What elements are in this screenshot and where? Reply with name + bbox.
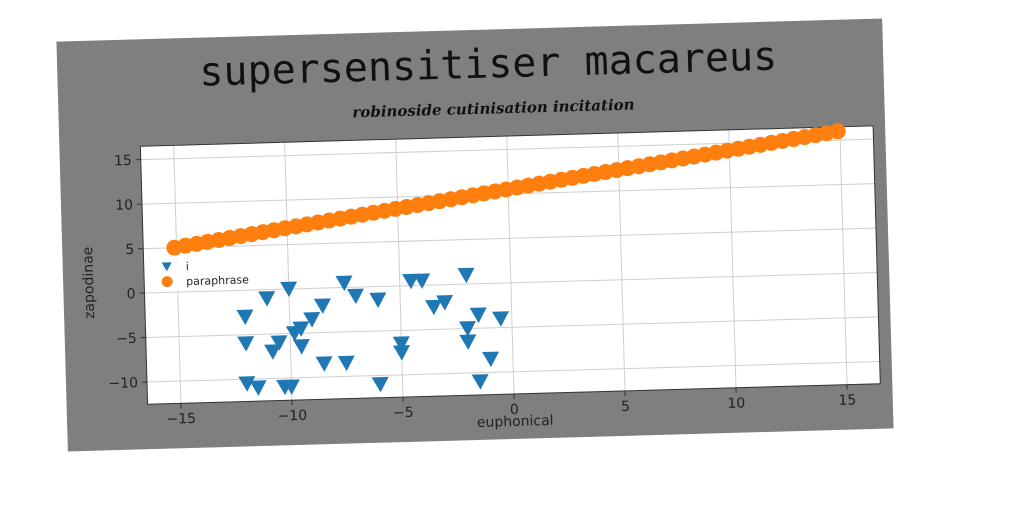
scatter-point-i xyxy=(457,267,475,284)
scatter-point-i xyxy=(292,321,310,337)
scatter-point-i xyxy=(264,344,282,360)
scatter-point-i xyxy=(425,299,443,316)
y-tick-label: −5 xyxy=(116,331,137,348)
legend-box xyxy=(152,252,266,292)
y-grid-line xyxy=(146,361,880,383)
x-tick-label: 0 xyxy=(510,402,519,418)
x-grid-line xyxy=(506,136,515,394)
scatter-point-i xyxy=(471,374,489,390)
scatter-point-i xyxy=(337,355,355,372)
axes xyxy=(135,125,881,409)
legend-triangle-icon xyxy=(161,262,172,272)
scatter-point-i xyxy=(346,288,364,305)
x-axis-label: euphonical xyxy=(477,413,554,431)
scatter-point-i xyxy=(303,312,321,328)
legend-marker-i xyxy=(161,262,172,272)
scatter-point-i xyxy=(258,291,276,307)
y-grid-line xyxy=(145,316,879,339)
x-tick-label: −5 xyxy=(393,405,414,422)
y-grid-line xyxy=(143,227,876,250)
data-series xyxy=(166,123,846,396)
tick-labels: −15 −10 −5 0 5 10 15 −10 −5 0 5 10 15 xyxy=(108,153,856,428)
legend: i paraphrase xyxy=(152,252,266,292)
scatter-point-i xyxy=(469,307,487,323)
scatter-point-i xyxy=(458,321,476,337)
scatter-point-paraphrase xyxy=(829,123,846,140)
scatter-point-i xyxy=(392,336,410,352)
scatter-point-i xyxy=(482,351,500,368)
scatter-point-i xyxy=(238,376,256,392)
scatter-point-i xyxy=(371,376,389,393)
y-tick-label: −10 xyxy=(108,375,138,392)
scatter-point-i xyxy=(413,273,431,289)
y-tick-label: 15 xyxy=(114,153,132,169)
x-tick-label: 5 xyxy=(621,399,630,415)
y-axis-label: zapodinae xyxy=(80,246,98,319)
legend-label-paraphrase: paraphrase xyxy=(186,273,249,288)
scatter-point-i xyxy=(392,345,410,361)
x-grid-line xyxy=(839,126,848,385)
scatter-point-i xyxy=(492,311,510,327)
scatter-point-i xyxy=(236,309,254,326)
scatter-point-i xyxy=(313,298,331,314)
scatter-point-i xyxy=(249,380,267,396)
scatter-point-i xyxy=(280,281,298,298)
scatter-point-i xyxy=(402,273,420,290)
x-tick-label: −15 xyxy=(166,411,196,428)
scatter-point-i xyxy=(270,335,288,351)
x-tick-label: 10 xyxy=(727,396,745,412)
scatter-point-i xyxy=(335,275,353,292)
scatter-point-i xyxy=(282,379,300,395)
y-tick-label: 10 xyxy=(115,197,133,213)
legend-marker-paraphrase xyxy=(161,276,173,288)
y-tick-label: 5 xyxy=(125,242,134,258)
scatter-point-i xyxy=(315,356,333,372)
chart-panel-group: supersensitiser macareus robinoside cuti… xyxy=(56,18,894,452)
scatter-point-i xyxy=(436,294,454,311)
x-tick-label: −10 xyxy=(277,408,307,425)
scatter-point-i xyxy=(237,336,255,352)
scatter-point-i xyxy=(369,292,387,308)
legend-label-i: i xyxy=(186,260,189,273)
y-grid-line xyxy=(144,272,878,294)
y-tick-label: 0 xyxy=(126,286,135,302)
x-grid-line xyxy=(284,142,293,401)
legend-circle-icon xyxy=(161,276,173,288)
x-grid-line xyxy=(728,129,737,388)
scatter-point-i xyxy=(459,334,477,350)
x-tick-label: 15 xyxy=(838,392,856,408)
scatter-point-i xyxy=(292,339,310,355)
